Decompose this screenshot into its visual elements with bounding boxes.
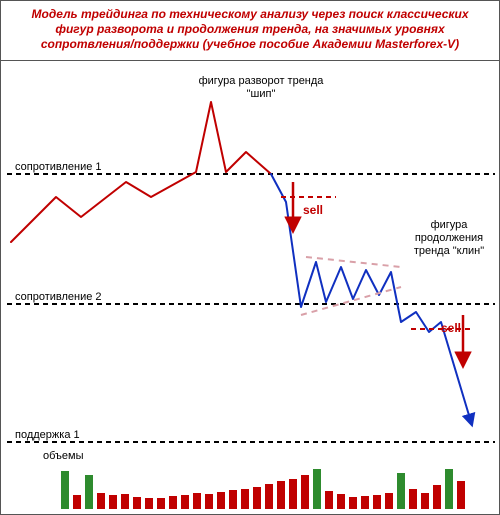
volume-bar	[325, 491, 333, 509]
volume-bar	[205, 494, 213, 509]
volume-bar	[361, 496, 369, 509]
volume-bar	[301, 475, 309, 509]
wedge-upper	[306, 257, 401, 267]
volume-bar	[157, 498, 165, 509]
volume-bar	[169, 496, 177, 509]
volume-bar	[421, 493, 429, 509]
volume-bar	[109, 495, 117, 509]
sell-label-1: sell	[303, 203, 323, 217]
title-line-1: Модель трейдинга по техническому анализу…	[11, 7, 489, 22]
spike-annotation-l1: фигура разворот тренда	[199, 75, 324, 87]
volume-bar	[385, 493, 393, 509]
volume-bar	[241, 489, 249, 509]
spike-annotation: фигура разворот тренда "шип"	[181, 75, 341, 101]
volume-bar	[73, 495, 81, 509]
resistance-2-label: сопротивление 2	[15, 291, 102, 303]
volume-bar	[61, 471, 69, 509]
wedge-annotation-l1: фигура	[431, 219, 468, 231]
volume-bar	[97, 493, 105, 509]
volume-bar	[145, 498, 153, 509]
volume-bar	[253, 487, 261, 509]
chart-area: сопротивление 1 сопротивление 2 поддержк…	[1, 67, 499, 514]
title-box: Модель трейдинга по техническому анализу…	[1, 1, 499, 61]
price-line-blue	[271, 174, 471, 422]
spike-annotation-l2: "шип"	[247, 88, 276, 100]
volume-bar	[433, 485, 441, 509]
volume-bar	[85, 475, 93, 509]
title-line-3: сопротвления/поддержки (учебное пособие …	[11, 37, 489, 52]
volume-label: объемы	[43, 450, 84, 462]
volume-bar	[445, 469, 453, 509]
volume-bar	[277, 481, 285, 509]
volume-bar	[121, 494, 129, 509]
volume-bar	[229, 490, 237, 509]
volume-bar	[313, 469, 321, 509]
resistance-1-label: сопротивление 1	[15, 161, 102, 173]
volume-bar	[289, 479, 297, 509]
chart-frame: Модель трейдинга по техническому анализу…	[0, 0, 500, 515]
volume-bar	[265, 484, 273, 509]
wedge-annotation: фигура продолжения тренда "клин"	[399, 219, 499, 259]
volume-bar	[133, 497, 141, 509]
title-line-2: фигур разворота и продолжения тренда, на…	[11, 22, 489, 37]
volume-bar	[409, 489, 417, 509]
volume-bar	[337, 494, 345, 509]
support-1-label: поддержка 1	[15, 429, 80, 441]
volume-bar	[181, 495, 189, 509]
sell-label-2: sell	[441, 321, 461, 335]
volume-bar	[193, 493, 201, 509]
volume-bar	[457, 481, 465, 509]
volume-bar	[373, 495, 381, 509]
wedge-annotation-l3: тренда "клин"	[414, 245, 484, 257]
wedge-annotation-l2: продолжения	[415, 232, 483, 244]
volume-bar	[349, 497, 357, 509]
volume-bar	[217, 492, 225, 509]
volume-bar	[397, 473, 405, 509]
